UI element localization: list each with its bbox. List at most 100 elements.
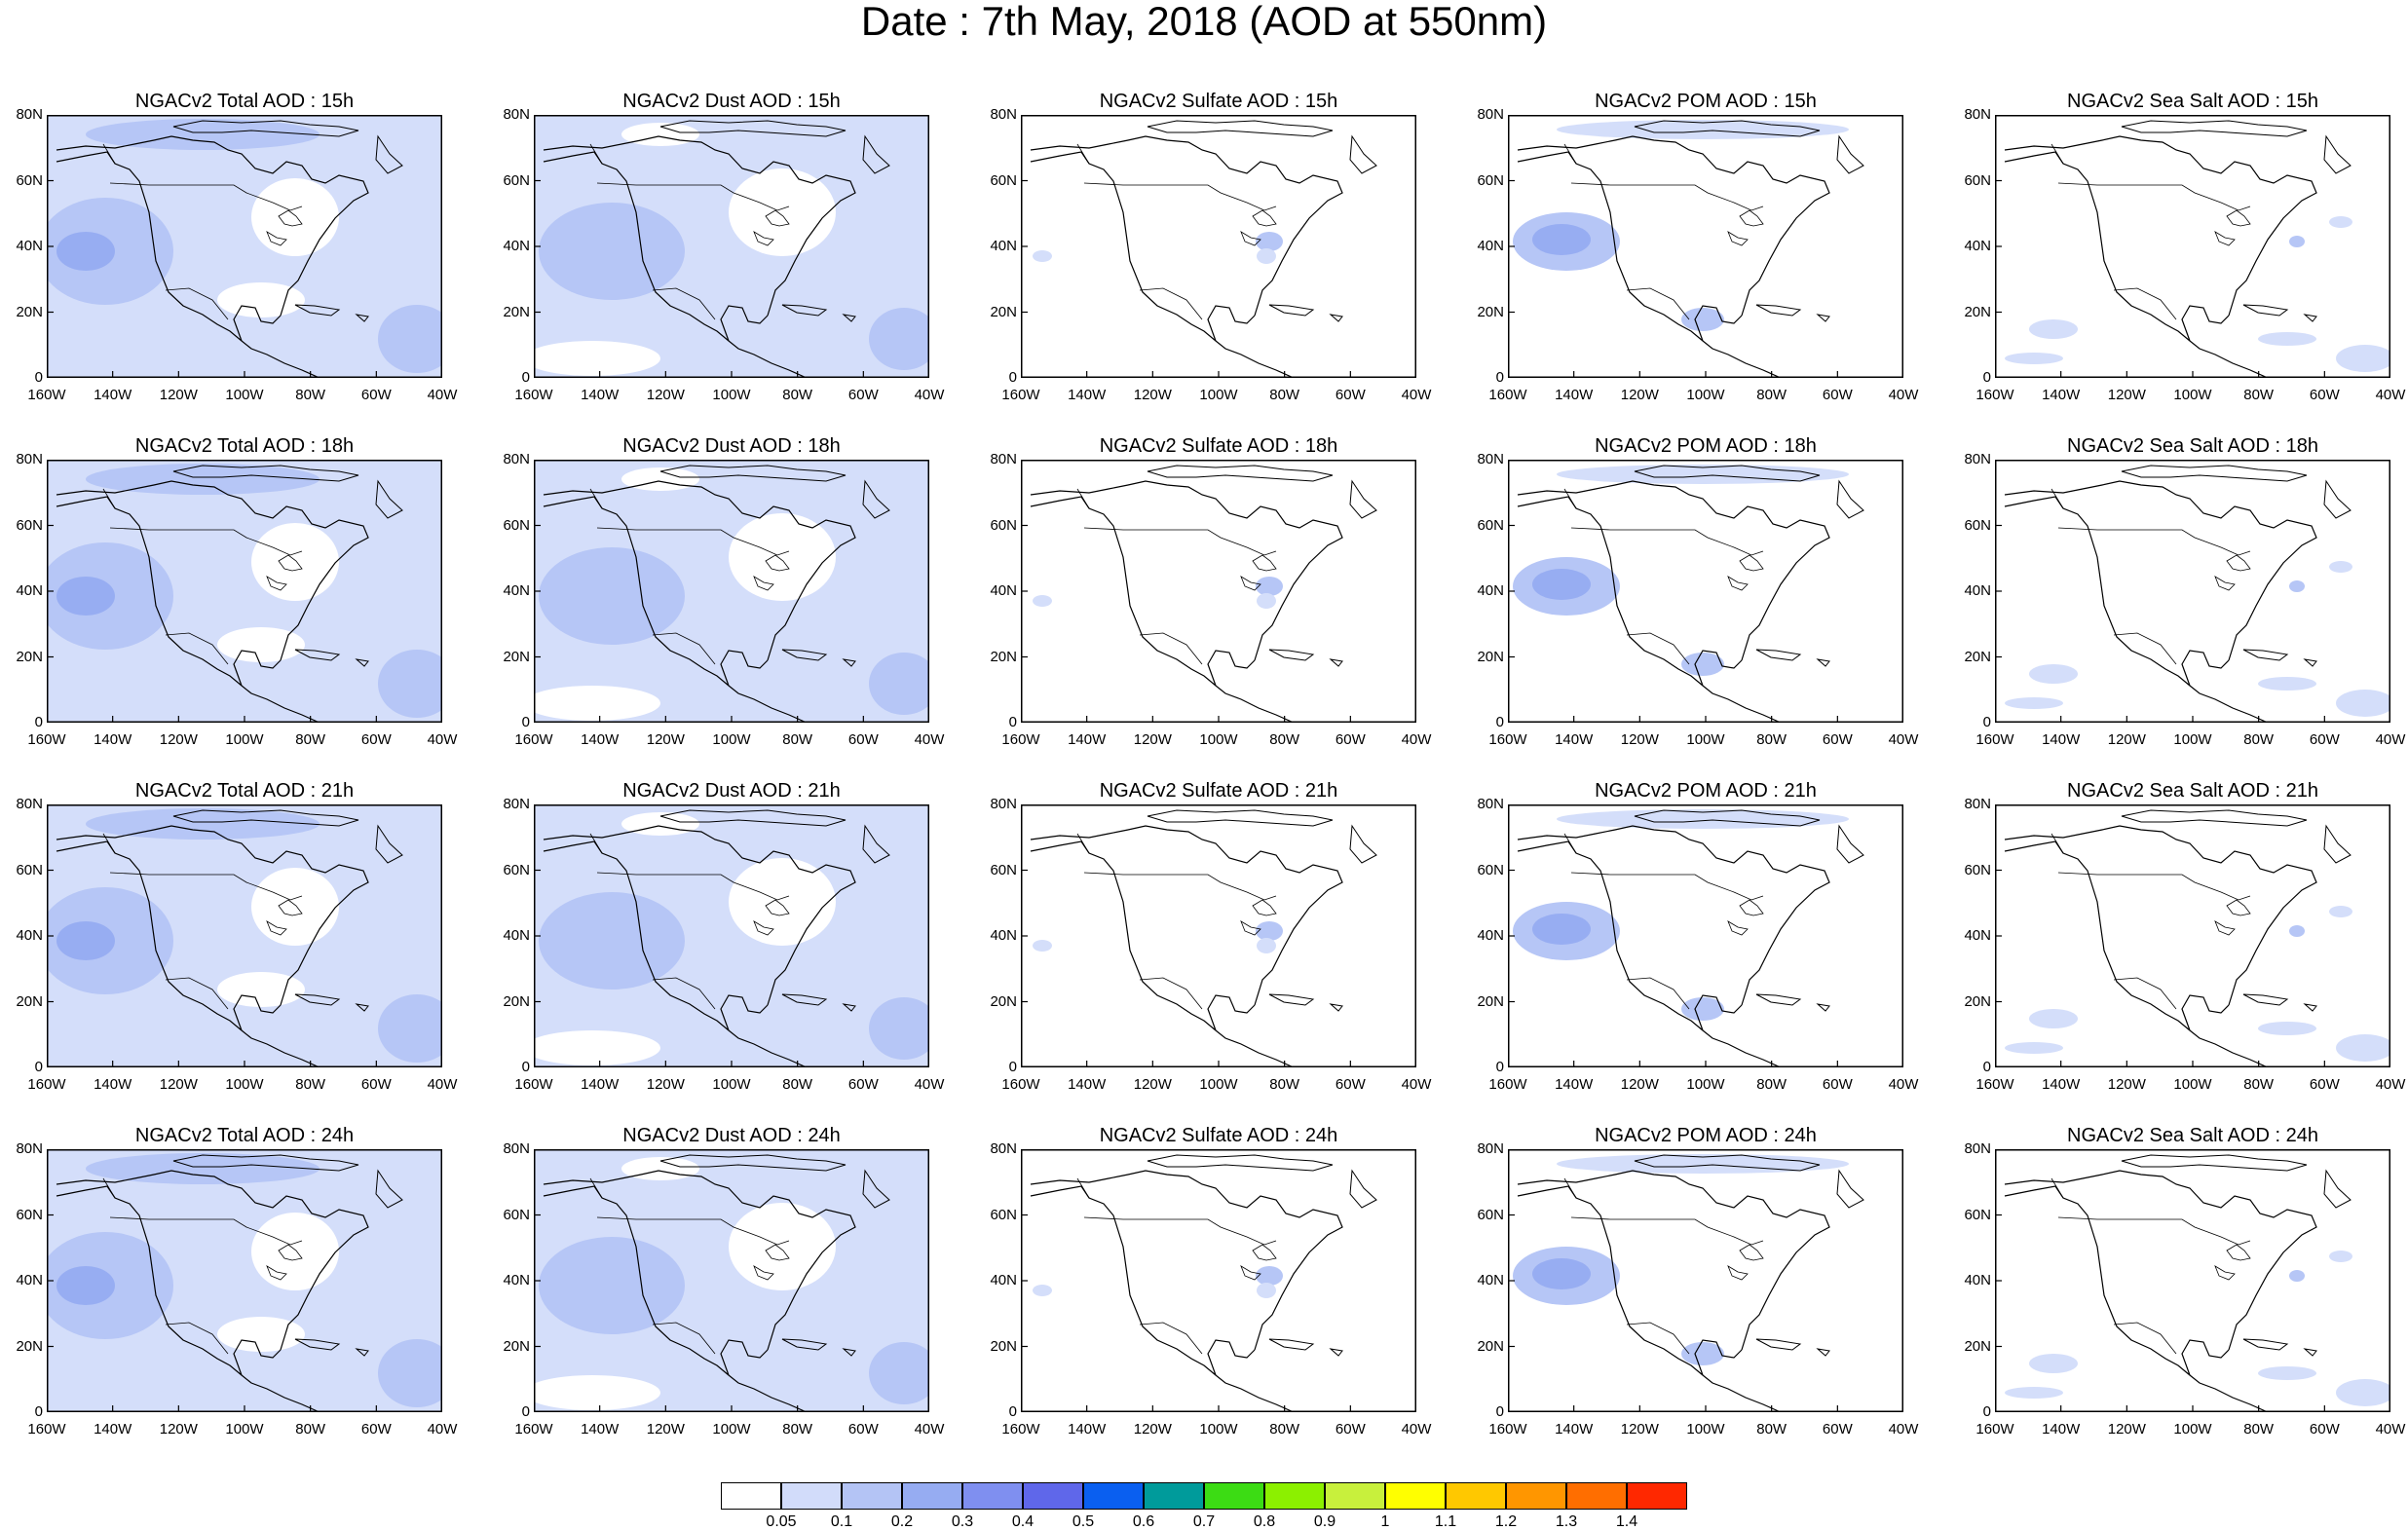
colorbar-swatch: [1627, 1482, 1687, 1510]
map-panel-dust-24h: NGACv2 Dust AOD : 24h 80N 60N 40N 20N 0 160W 14…: [487, 1124, 974, 1455]
lon-tick-label: 100W: [712, 1076, 751, 1093]
lat-tick-label: 80N: [1964, 796, 1991, 812]
lat-tick-label: 0: [1495, 714, 1504, 730]
lat-tick-label: 40N: [1964, 927, 1991, 944]
lon-tick-label: 100W: [712, 387, 751, 403]
lon-tick-label: 120W: [1133, 387, 1172, 403]
lon-tick-label: 60W: [1335, 731, 1366, 748]
lat-tick-label: 0: [1495, 1059, 1504, 1075]
lon-tick-label: 60W: [1822, 387, 1853, 403]
lon-tick-label: 60W: [1822, 1076, 1853, 1093]
lon-tick-label: 140W: [1555, 1421, 1594, 1438]
lon-tick-label: 160W: [1001, 731, 1040, 748]
lat-tick-label: 40N: [16, 582, 43, 599]
lat-tick-label: 20N: [1477, 992, 1504, 1010]
lon-tick-label: 80W: [1269, 1076, 1300, 1093]
lat-tick-label: 20N: [990, 648, 1017, 665]
aod-shading-map: [1995, 115, 2390, 378]
lon-tick-label: 120W: [1620, 1076, 1659, 1093]
lat-tick-label: 0: [34, 1403, 43, 1420]
colorbar-swatch: [781, 1482, 842, 1510]
aod-shading-map: [1508, 804, 1903, 1067]
lon-tick-label: 80W: [1756, 731, 1787, 748]
colorbar-swatch: [721, 1482, 781, 1510]
aod-shading-map: [1995, 1149, 2390, 1412]
panel-title: NGACv2 Sea Salt AOD : 18h: [2067, 435, 2318, 457]
lon-tick-label: 140W: [2042, 387, 2081, 403]
lat-tick-label: 80N: [990, 1140, 1017, 1157]
map-panel-seasalt-21h: NGACv2 Sea Salt AOD : 21h 80N 60N 40N 20N 0 16…: [1948, 779, 2408, 1110]
lat-tick-label: 0: [521, 1403, 530, 1420]
aod-shading-map: [1508, 115, 1903, 378]
lat-tick-label: 60N: [1964, 171, 1991, 189]
colorbar-label: 0.6: [1132, 1513, 1155, 1530]
map-panel-seasalt-18h: NGACv2 Sea Salt AOD : 18h 80N 60N 40N 20N 0 16…: [1948, 434, 2408, 766]
lat-tick-label: 40N: [16, 927, 43, 944]
aod-shading-map: [1021, 460, 1416, 723]
lat-tick-label: 40N: [503, 1272, 530, 1288]
lat-tick-label: 60N: [16, 171, 43, 189]
lon-tick-label: 140W: [581, 387, 620, 403]
lat-tick-label: 60N: [503, 171, 530, 189]
lon-tick-label: 40W: [427, 387, 458, 403]
lon-tick-label: 60W: [1822, 1421, 1853, 1438]
lon-tick-label: 60W: [360, 1076, 392, 1093]
lon-tick-label: 80W: [2243, 1421, 2275, 1438]
map-plot: [534, 804, 929, 1067]
lon-tick-label: 60W: [2309, 387, 2340, 403]
colorbar-swatch: [1204, 1482, 1264, 1510]
aod-shading-map: [1995, 460, 2390, 723]
lon-tick-label: 140W: [581, 1076, 620, 1093]
map-panel-pom-18h: NGACv2 POM AOD : 18h 80N 60N 40N 20N 0 160W 140…: [1461, 434, 1948, 766]
lat-tick-label: 20N: [503, 303, 530, 320]
lon-tick-label: 100W: [225, 1076, 264, 1093]
lat-tick-label: 20N: [1964, 303, 1991, 320]
map-panel-sulfate-24h: NGACv2 Sulfate AOD : 24h 80N 60N 40N 20N 0 160…: [974, 1124, 1461, 1455]
map-panel-dust-18h: NGACv2 Dust AOD : 18h 80N 60N 40N 20N 0 160W 14…: [487, 434, 974, 766]
lon-tick-label: 100W: [2173, 1421, 2212, 1438]
lat-tick-label: 0: [1008, 714, 1017, 730]
lat-tick-label: 80N: [1964, 1140, 1991, 1157]
aod-shading-map: [47, 1149, 442, 1412]
lat-tick-label: 20N: [16, 648, 43, 665]
map-panel-dust-15h: NGACv2 Dust AOD : 15h 80N 60N 40N 20N 0 160W 14…: [487, 90, 974, 421]
aod-shading-map: [534, 460, 929, 723]
lon-tick-label: 80W: [2243, 731, 2275, 748]
lon-tick-label: 120W: [1133, 1421, 1172, 1438]
lon-tick-label: 120W: [2107, 1421, 2146, 1438]
panel-title: NGACv2 Sulfate AOD : 21h: [1099, 780, 1338, 802]
lon-tick-label: 160W: [27, 387, 66, 403]
colorbar-swatch: [1506, 1482, 1566, 1510]
lat-tick-label: 0: [1982, 714, 1991, 730]
panel-title: NGACv2 Sea Salt AOD : 21h: [2067, 780, 2318, 802]
lat-tick-label: 60N: [1477, 516, 1504, 534]
colorbar-label: 1: [1380, 1513, 1390, 1530]
lon-tick-label: 140W: [2042, 1421, 2081, 1438]
lat-tick-label: 60N: [1964, 516, 1991, 534]
lat-tick-label: 60N: [16, 861, 43, 878]
lon-tick-label: 140W: [2042, 731, 2081, 748]
lat-tick-label: 40N: [990, 1272, 1017, 1288]
map-plot: [1995, 804, 2390, 1067]
panel-title: NGACv2 Sulfate AOD : 18h: [1099, 435, 1338, 457]
lat-tick-label: 40N: [1477, 582, 1504, 599]
colorbar-swatch: [1385, 1482, 1446, 1510]
aod-shading-map: [1508, 1149, 1903, 1412]
lat-tick-label: 80N: [503, 451, 530, 467]
lon-tick-label: 140W: [1068, 387, 1107, 403]
aod-shading-map: [534, 804, 929, 1067]
panel-title: NGACv2 Sea Salt AOD : 24h: [2067, 1125, 2318, 1146]
lon-tick-label: 40W: [2375, 387, 2406, 403]
lon-tick-label: 40W: [427, 1076, 458, 1093]
map-panel-total-15h: NGACv2 Total AOD : 15h 80N 60N 40N 20N 0 160W 1…: [0, 90, 487, 421]
lon-tick-label: 80W: [1269, 387, 1300, 403]
map-plot: [1021, 1149, 1416, 1412]
lon-tick-label: 40W: [1888, 1076, 1919, 1093]
lat-tick-label: 60N: [1964, 1206, 1991, 1223]
aod-shading-map: [1995, 804, 2390, 1067]
lon-tick-label: 80W: [295, 387, 326, 403]
lat-tick-label: 0: [521, 714, 530, 730]
lon-tick-label: 60W: [2309, 1421, 2340, 1438]
colorbar-label: 0.05: [766, 1513, 797, 1530]
lon-tick-label: 80W: [2243, 387, 2275, 403]
